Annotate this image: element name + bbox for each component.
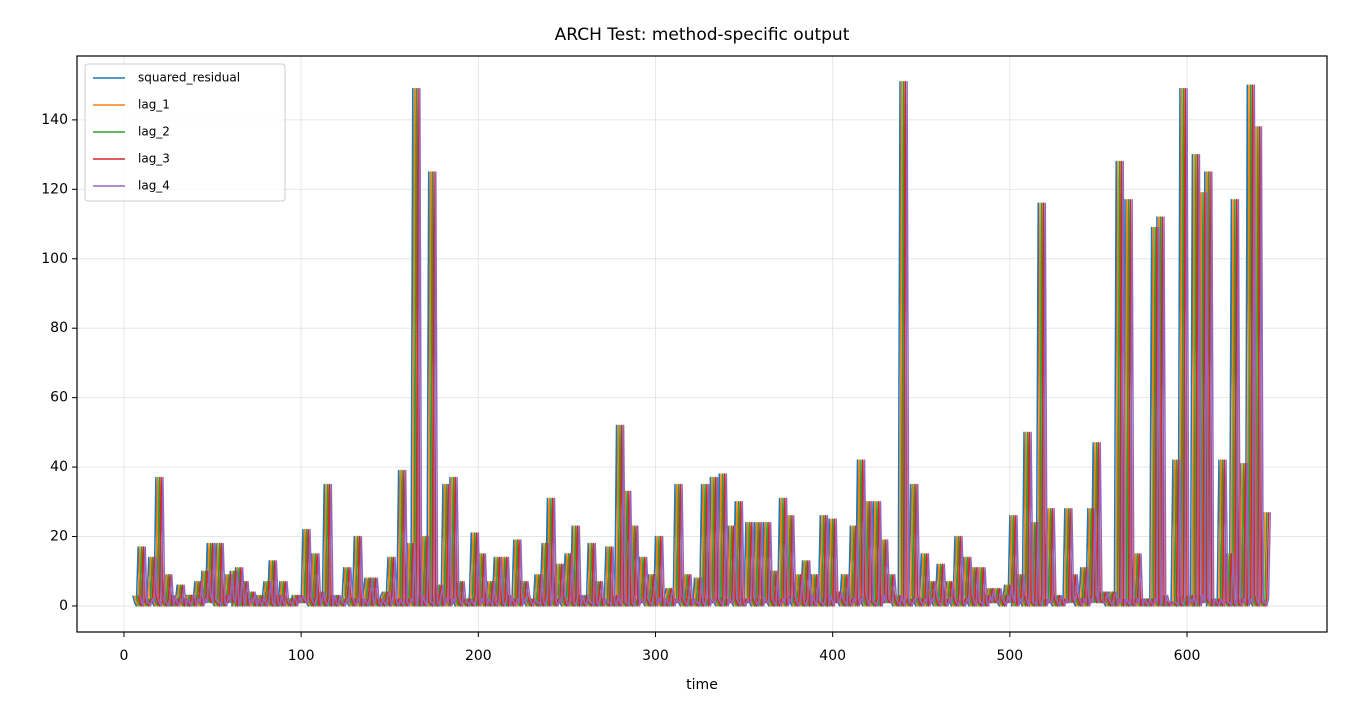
x-tick-label: 200 bbox=[465, 648, 492, 664]
x-tick-label: 0 bbox=[119, 648, 128, 664]
legend-label: lag_1 bbox=[138, 98, 170, 112]
legend-label: lag_4 bbox=[138, 179, 170, 193]
chart-title: ARCH Test: method-specific output bbox=[555, 25, 850, 45]
y-tick-label: 100 bbox=[41, 251, 68, 267]
x-tick-label: 500 bbox=[996, 648, 1023, 664]
y-tick-label: 120 bbox=[41, 181, 68, 197]
x-tick-label: 400 bbox=[819, 648, 846, 664]
y-tick-label: 140 bbox=[41, 112, 68, 128]
series-line bbox=[139, 80, 1272, 607]
legend-label: squared_residual bbox=[138, 71, 240, 85]
y-tick-label: 80 bbox=[50, 320, 68, 336]
y-tick-label: 0 bbox=[59, 598, 68, 614]
axes: 0 100 200 300 400 500 600 0 20 40 60 80 100 120 140 bbox=[41, 112, 1200, 664]
x-tick-label: 600 bbox=[1174, 648, 1201, 664]
legend-label: lag_2 bbox=[138, 125, 170, 139]
x-tick-label: 300 bbox=[642, 648, 669, 664]
y-tick-label: 60 bbox=[50, 390, 68, 406]
y-tick-label: 20 bbox=[50, 529, 68, 545]
plot-frame bbox=[76, 55, 1328, 633]
x-axis-label: time bbox=[686, 677, 718, 693]
plot-lines bbox=[132, 80, 1272, 607]
x-tick-label: 100 bbox=[288, 648, 315, 664]
legend-box bbox=[84, 63, 286, 202]
legend-label: lag_3 bbox=[138, 152, 170, 166]
legend: squared_residual lag_1 lag_2 lag_3 lag_4 bbox=[84, 63, 286, 202]
y-tick-label: 40 bbox=[50, 459, 68, 475]
